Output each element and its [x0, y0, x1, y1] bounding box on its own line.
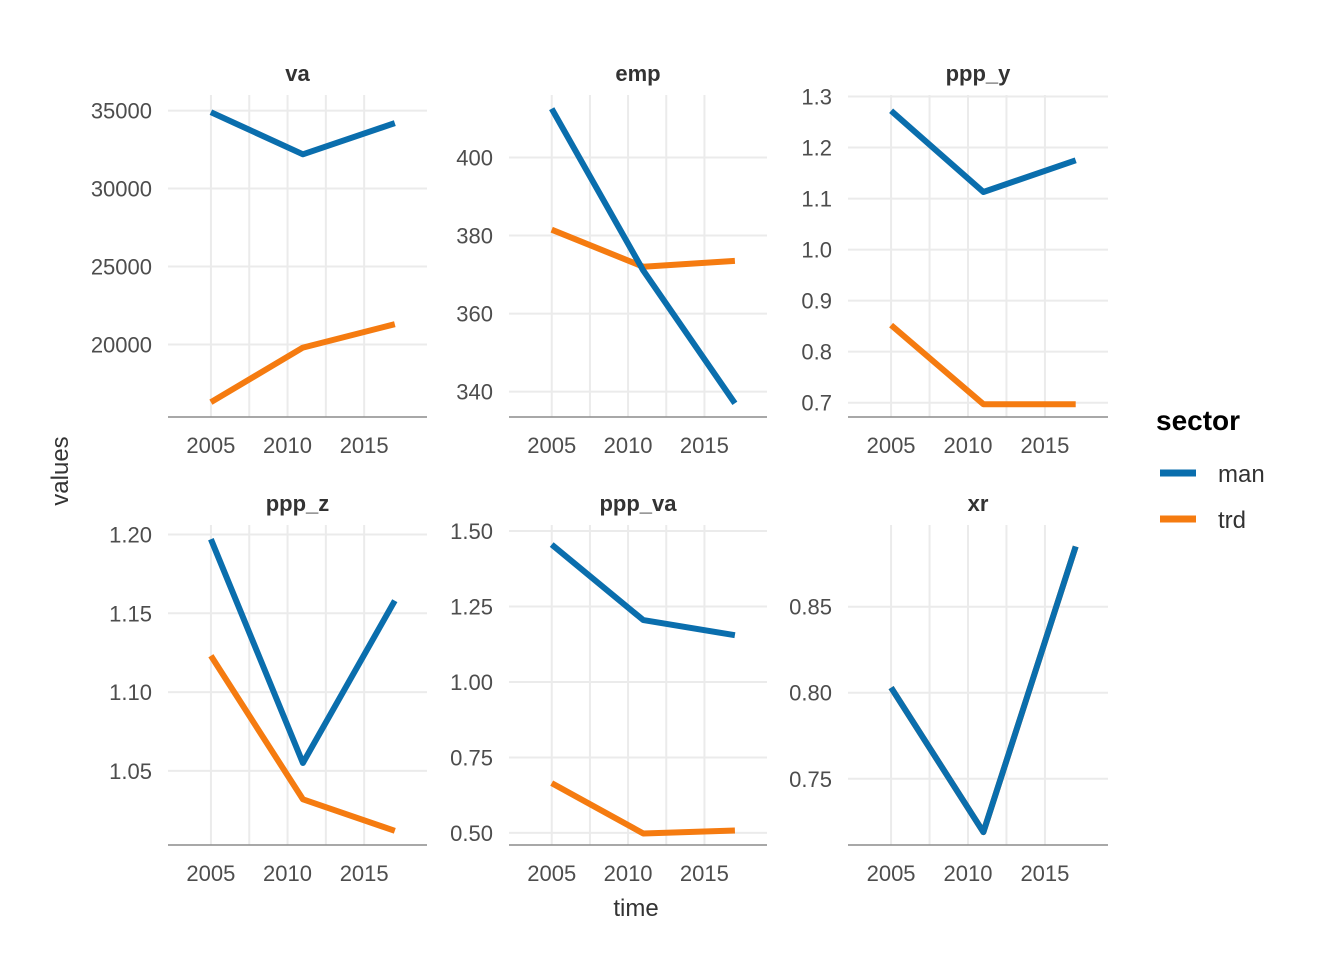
panel-title: emp — [615, 61, 660, 86]
facet-panels: va 2005 2010 2015 20000 25000 30000 35000 emp 200… — [91, 61, 1108, 886]
x-tick-label: 2010 — [263, 861, 312, 886]
series-line-trd — [550, 780, 735, 837]
panel-emp: emp 2005 2010 2015 340 360 380 400 — [456, 61, 767, 458]
x-tick-label: 2010 — [944, 433, 993, 458]
series-line-man — [208, 538, 398, 766]
y-tick-label: 400 — [456, 145, 493, 170]
series-line-man — [889, 108, 1077, 195]
y-tick-label: 35000 — [91, 99, 152, 124]
x-tick-label: 2015 — [340, 433, 389, 458]
y-tick-label: 1.10 — [109, 680, 152, 705]
panel-title: va — [285, 61, 310, 86]
legend: sector man trd — [1156, 405, 1265, 534]
y-tick-label: 1.05 — [109, 759, 152, 784]
panel-ppp-z: ppp_z 2005 2010 2015 1.05 1.10 1.15 1.20 — [109, 491, 427, 886]
series-line-man — [549, 107, 738, 406]
y-tick-label: 25000 — [91, 255, 152, 280]
series-line-man — [549, 542, 736, 639]
x-tick-label: 2005 — [186, 861, 235, 886]
series-line-man — [209, 109, 396, 158]
y-tick-label: 1.50 — [450, 519, 493, 544]
x-axis-title: time — [613, 895, 658, 922]
x-tick-label: 2015 — [1020, 433, 1069, 458]
y-tick-label: 0.85 — [789, 595, 832, 620]
panel-ppp-y: ppp_y 2005 2010 2015 0.7 0.8 0.9 1.0 1.1 1.2 1.3 — [801, 61, 1108, 458]
y-tick-label: 1.2 — [801, 136, 832, 161]
y-tick-label: 30000 — [91, 177, 152, 202]
y-tick-label: 1.15 — [109, 601, 152, 626]
panel-title: ppp_z — [266, 491, 330, 516]
panel-title: ppp_y — [946, 61, 1012, 86]
panel-xr: xr 2005 2010 2015 0.75 0.80 0.85 — [789, 491, 1108, 886]
y-tick-label: 0.75 — [450, 745, 493, 770]
legend-label-man: man — [1218, 461, 1265, 488]
x-tick-label: 2015 — [1020, 861, 1069, 886]
y-tick-label: 0.9 — [801, 289, 832, 314]
y-tick-label: 0.50 — [450, 821, 493, 846]
y-tick-label: 20000 — [91, 332, 152, 357]
series-line-trd — [889, 322, 1076, 408]
x-tick-label: 2005 — [527, 861, 576, 886]
y-tick-label: 1.1 — [801, 187, 832, 212]
series-line-trd — [888, 545, 1079, 836]
x-tick-label: 2005 — [527, 433, 576, 458]
y-tick-label: 0.7 — [801, 391, 832, 416]
x-tick-label: 2015 — [340, 861, 389, 886]
x-tick-label: 2010 — [604, 861, 653, 886]
x-tick-label: 2010 — [263, 433, 312, 458]
panel-title: ppp_va — [599, 491, 677, 516]
y-tick-label: 1.00 — [450, 670, 493, 695]
series-line-trd — [208, 654, 396, 834]
legend-label-trd: trd — [1218, 507, 1246, 534]
y-tick-label: 380 — [456, 224, 493, 249]
y-tick-label: 1.20 — [109, 522, 152, 547]
x-tick-label: 2005 — [186, 433, 235, 458]
panel-title: xr — [968, 491, 989, 516]
x-tick-label: 2010 — [604, 433, 653, 458]
x-tick-label: 2015 — [680, 433, 729, 458]
x-tick-label: 2015 — [680, 861, 729, 886]
y-tick-label: 1.0 — [801, 238, 832, 263]
x-tick-label: 2005 — [867, 861, 916, 886]
y-tick-label: 340 — [456, 380, 493, 405]
x-tick-label: 2005 — [867, 433, 916, 458]
panel-ppp-va: ppp_va 2005 2010 2015 0.50 0.75 1.00 1.25 1.50 — [450, 491, 767, 886]
y-tick-label: 0.75 — [789, 767, 832, 792]
y-tick-label: 1.25 — [450, 595, 493, 620]
x-tick-label: 2010 — [944, 861, 993, 886]
y-tick-label: 0.8 — [801, 340, 832, 365]
y-axis-title: values — [47, 436, 74, 505]
y-tick-label: 1.3 — [801, 85, 832, 110]
legend-title: sector — [1156, 405, 1240, 436]
series-line-trd — [209, 321, 396, 405]
panel-va: va 2005 2010 2015 20000 25000 30000 35000 — [91, 61, 427, 458]
y-tick-label: 0.80 — [789, 681, 832, 706]
y-tick-label: 360 — [456, 302, 493, 327]
series-line-man — [888, 545, 1079, 836]
